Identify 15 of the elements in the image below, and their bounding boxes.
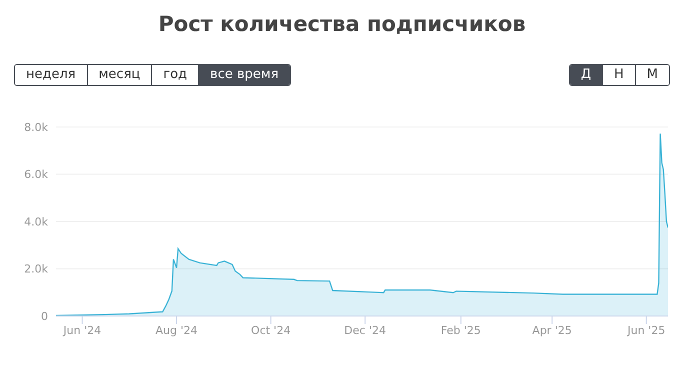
x-tick-label: Jun '24 (62, 324, 102, 337)
x-tick-label: Apr '25 (532, 324, 572, 337)
y-tick-label: 6.0k (24, 168, 49, 182)
y-tick-label: 4.0k (24, 215, 49, 228)
period-switch: неделя месяц год все время (14, 64, 291, 86)
x-tick-label: Dec '24 (344, 324, 386, 337)
x-tick-label: Jun '25 (626, 324, 666, 337)
y-tick-label: 0 (41, 310, 48, 323)
x-tick-label: Oct '24 (251, 324, 291, 337)
x-tick-label: Aug '24 (156, 324, 198, 337)
interval-switch: Д Н М (568, 64, 670, 86)
y-tick-label: 2.0k (24, 262, 49, 276)
x-tick-label: Feb '25 (440, 324, 481, 337)
chart-title: Рост количества подписчиков (157, 12, 527, 36)
y-tick-label: 8.0k (24, 120, 49, 134)
